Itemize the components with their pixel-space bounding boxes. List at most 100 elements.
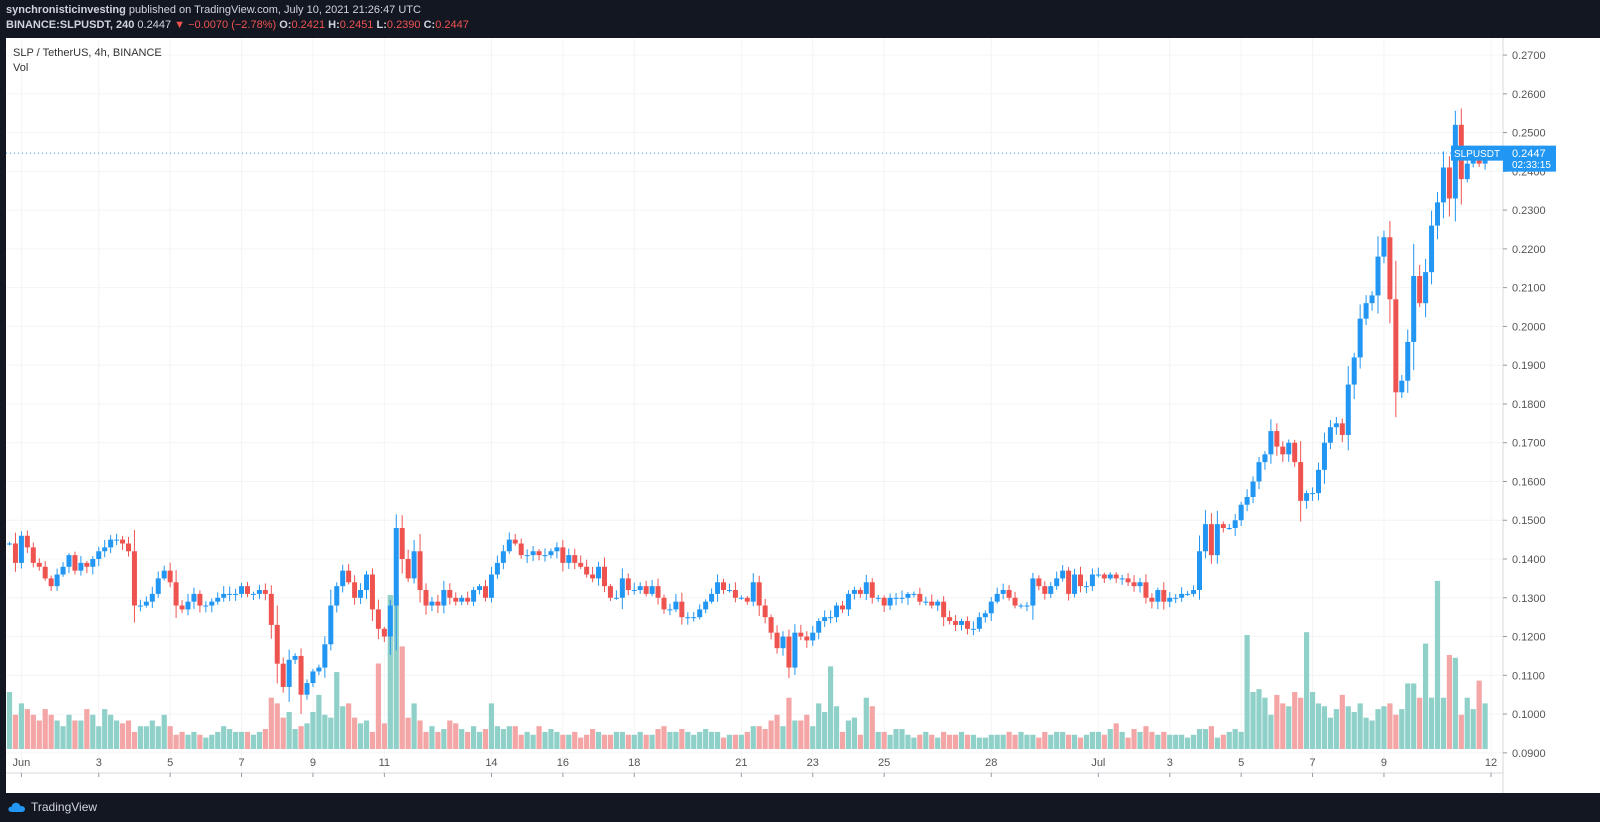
candle[interactable] (1173, 594, 1179, 604)
candle[interactable] (1167, 592, 1173, 608)
candle[interactable] (221, 586, 227, 602)
candle[interactable] (1036, 575, 1042, 591)
candle[interactable] (1423, 258, 1429, 318)
candle[interactable] (84, 560, 90, 574)
candle[interactable] (1411, 243, 1417, 371)
candle[interactable] (947, 610, 953, 625)
candle[interactable] (1238, 501, 1244, 527)
candle[interactable] (572, 548, 578, 570)
candle[interactable] (596, 561, 602, 586)
candle[interactable] (518, 538, 524, 559)
candle[interactable] (90, 556, 96, 575)
candle[interactable] (863, 574, 869, 601)
candle[interactable] (143, 596, 149, 608)
candle[interactable] (560, 540, 566, 572)
candle[interactable] (179, 600, 185, 613)
candle[interactable] (613, 590, 619, 600)
candle[interactable] (554, 542, 560, 559)
candle[interactable] (1220, 521, 1226, 533)
candle[interactable] (1089, 568, 1095, 591)
candle[interactable] (762, 598, 768, 624)
candle[interactable] (120, 535, 126, 550)
candle[interactable] (465, 591, 471, 606)
candle[interactable] (1262, 451, 1268, 470)
candle[interactable] (709, 588, 715, 604)
candle[interactable] (7, 541, 12, 546)
candle[interactable] (250, 591, 256, 601)
candle[interactable] (953, 615, 959, 631)
candle[interactable] (679, 592, 685, 625)
candle[interactable] (381, 626, 387, 642)
candle[interactable] (310, 668, 316, 688)
candle[interactable] (149, 586, 155, 608)
candle[interactable] (1250, 476, 1256, 504)
candle[interactable] (167, 562, 173, 588)
candle[interactable] (935, 599, 941, 612)
candle[interactable] (268, 585, 274, 639)
candle[interactable] (637, 582, 643, 594)
candle[interactable] (483, 579, 488, 602)
candle[interactable] (774, 625, 780, 654)
candle[interactable] (976, 612, 982, 632)
candle[interactable] (352, 575, 358, 605)
candle[interactable] (316, 664, 322, 676)
candle[interactable] (726, 583, 732, 593)
candle[interactable] (851, 586, 857, 600)
candle[interactable] (1345, 366, 1351, 451)
candle[interactable] (477, 584, 483, 595)
candle[interactable] (994, 587, 1000, 604)
candle[interactable] (1440, 151, 1446, 219)
candle[interactable] (1286, 439, 1292, 462)
candle[interactable] (667, 603, 673, 616)
candle[interactable] (548, 548, 554, 559)
candle[interactable] (982, 610, 988, 623)
candle[interactable] (1339, 418, 1345, 443)
candle[interactable] (233, 588, 239, 601)
candle[interactable] (274, 605, 280, 684)
candle[interactable] (1452, 110, 1458, 222)
candle[interactable] (48, 575, 54, 592)
candle[interactable] (1298, 441, 1304, 522)
candle[interactable] (899, 590, 905, 604)
candle[interactable] (911, 591, 917, 598)
candle[interactable] (1381, 230, 1387, 264)
candle[interactable] (393, 514, 399, 651)
candle[interactable] (542, 548, 548, 562)
candle[interactable] (411, 539, 417, 584)
candle[interactable] (1066, 567, 1072, 601)
candle[interactable] (602, 557, 607, 593)
candle[interactable] (1405, 329, 1411, 393)
candle[interactable] (334, 582, 340, 613)
candle[interactable] (1155, 587, 1161, 610)
candle[interactable] (471, 587, 477, 607)
candle[interactable] (441, 581, 447, 614)
candle[interactable] (203, 601, 209, 613)
candle[interactable] (245, 581, 250, 598)
candle[interactable] (828, 610, 834, 624)
candle[interactable] (1048, 582, 1054, 599)
candle[interactable] (375, 599, 381, 640)
candle[interactable] (18, 531, 24, 569)
candle[interactable] (488, 566, 494, 603)
candle[interactable] (30, 542, 36, 568)
candle[interactable] (1417, 264, 1423, 308)
candle[interactable] (1226, 523, 1232, 530)
candle[interactable] (328, 589, 334, 651)
candle[interactable] (530, 546, 536, 562)
candle[interactable] (114, 533, 120, 546)
candle[interactable] (262, 583, 268, 601)
candle[interactable] (1244, 489, 1250, 512)
candle[interactable] (768, 614, 774, 640)
candle[interactable] (137, 599, 143, 612)
candle[interactable] (566, 548, 572, 569)
candle[interactable] (917, 587, 923, 606)
candle[interactable] (423, 583, 429, 615)
candle[interactable] (161, 565, 167, 581)
candle[interactable] (1054, 571, 1060, 590)
candle[interactable] (322, 636, 328, 678)
candle[interactable] (631, 582, 637, 595)
candle[interactable] (834, 602, 840, 623)
candle[interactable] (108, 535, 114, 554)
candle[interactable] (500, 545, 506, 570)
candle[interactable] (941, 596, 947, 627)
